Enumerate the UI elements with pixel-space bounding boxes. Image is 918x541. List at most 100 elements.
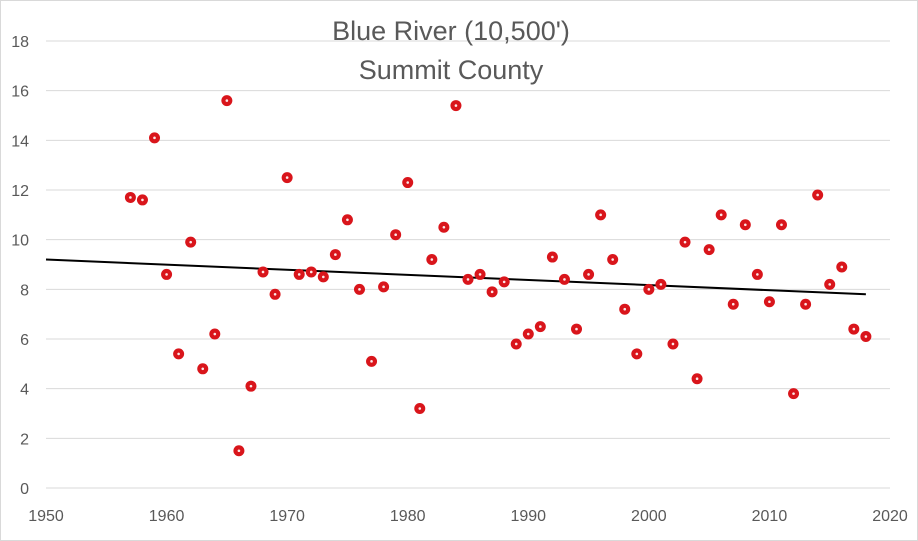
data-point-center: [322, 275, 325, 279]
data-point-center: [346, 218, 349, 222]
y-tick-label: 14: [11, 133, 29, 150]
data-point-center: [261, 270, 265, 274]
data-point-center: [671, 342, 675, 346]
data-point-center: [611, 258, 614, 261]
data-point-center: [780, 223, 783, 227]
data-point-center: [418, 407, 422, 410]
data-point-center: [177, 352, 180, 356]
data-point-center: [406, 181, 410, 184]
data-point: [149, 132, 161, 144]
data-point-center: [285, 176, 289, 179]
data-point: [221, 95, 233, 107]
data-point: [257, 266, 269, 278]
data-point-center: [466, 278, 470, 281]
data-point: [631, 348, 643, 360]
data-point-center: [309, 270, 313, 274]
data-point: [848, 323, 860, 335]
data-point: [546, 251, 558, 263]
data-point-center: [816, 193, 819, 197]
data-point: [366, 355, 378, 367]
trendline-layer: [45, 258, 866, 296]
data-point: [450, 100, 462, 112]
data-point-center: [683, 240, 687, 244]
data-point: [522, 328, 534, 340]
data-point: [679, 236, 691, 248]
data-point-center: [189, 240, 192, 244]
data-point-center: [635, 352, 639, 356]
data-point: [703, 244, 715, 256]
y-tick-label: 12: [11, 183, 29, 200]
x-tick-label: 2020: [872, 508, 908, 525]
data-point: [341, 214, 353, 226]
data-point: [715, 209, 727, 221]
data-point-center: [225, 99, 229, 102]
data-point-center: [382, 285, 385, 289]
data-point: [426, 254, 438, 266]
data-point: [462, 273, 474, 285]
x-tick-label: 1970: [269, 508, 305, 525]
data-point-center: [165, 273, 168, 276]
data-point: [269, 288, 281, 300]
data-point-center: [840, 265, 844, 269]
data-point-center: [502, 280, 506, 284]
data-point-center: [695, 377, 699, 381]
data-point: [860, 331, 872, 343]
data-point: [390, 229, 402, 241]
data-point: [378, 281, 390, 293]
data-point: [607, 254, 619, 266]
data-point: [305, 266, 317, 278]
data-point-center: [141, 198, 144, 202]
y-tick-label: 10: [11, 233, 29, 250]
data-point-center: [599, 213, 602, 217]
trendline: [45, 258, 866, 296]
data-point: [498, 276, 510, 288]
data-point: [402, 177, 414, 189]
data-point: [136, 194, 148, 206]
data-point: [438, 221, 450, 233]
data-point: [727, 298, 739, 310]
data-point: [751, 268, 763, 280]
data-point: [281, 172, 293, 184]
data-point-center: [719, 213, 723, 217]
data-point-center: [358, 288, 361, 291]
data-point: [233, 445, 245, 457]
data-point: [197, 363, 209, 375]
data-point: [161, 268, 173, 280]
data-point-center: [647, 288, 651, 291]
data-point-center: [768, 300, 771, 304]
data-point: [667, 338, 679, 350]
data-point: [185, 236, 197, 248]
y-tick-label: 4: [20, 382, 29, 399]
data-point-center: [478, 273, 482, 276]
data-point-center: [454, 104, 458, 107]
chart-title: Blue River (10,500') Summit County: [332, 16, 570, 85]
data-point: [414, 403, 426, 415]
data-point-center: [575, 327, 578, 331]
data-point: [812, 189, 824, 201]
y-tick-label: 0: [20, 481, 29, 498]
data-point-center: [213, 332, 217, 336]
x-tick-label: 1960: [149, 508, 185, 525]
x-tick-label: 2000: [631, 508, 667, 525]
x-tick-label: 1950: [28, 508, 64, 525]
data-point-center: [297, 273, 301, 276]
data-point: [209, 328, 221, 340]
data-point: [775, 219, 787, 231]
data-point-center: [370, 360, 373, 363]
data-point: [619, 303, 631, 315]
data-point: [655, 278, 667, 290]
data-point: [583, 268, 595, 280]
data-point-center: [852, 327, 856, 331]
data-point: [788, 388, 800, 400]
data-point-center: [514, 342, 518, 346]
data-point: [124, 191, 136, 203]
data-points: [124, 95, 872, 457]
data-point: [293, 268, 305, 280]
y-tick-label: 6: [20, 332, 29, 349]
data-point: [739, 219, 751, 231]
data-point-center: [744, 223, 747, 227]
data-point: [571, 323, 583, 335]
data-point: [643, 283, 655, 295]
data-point-center: [490, 290, 494, 294]
